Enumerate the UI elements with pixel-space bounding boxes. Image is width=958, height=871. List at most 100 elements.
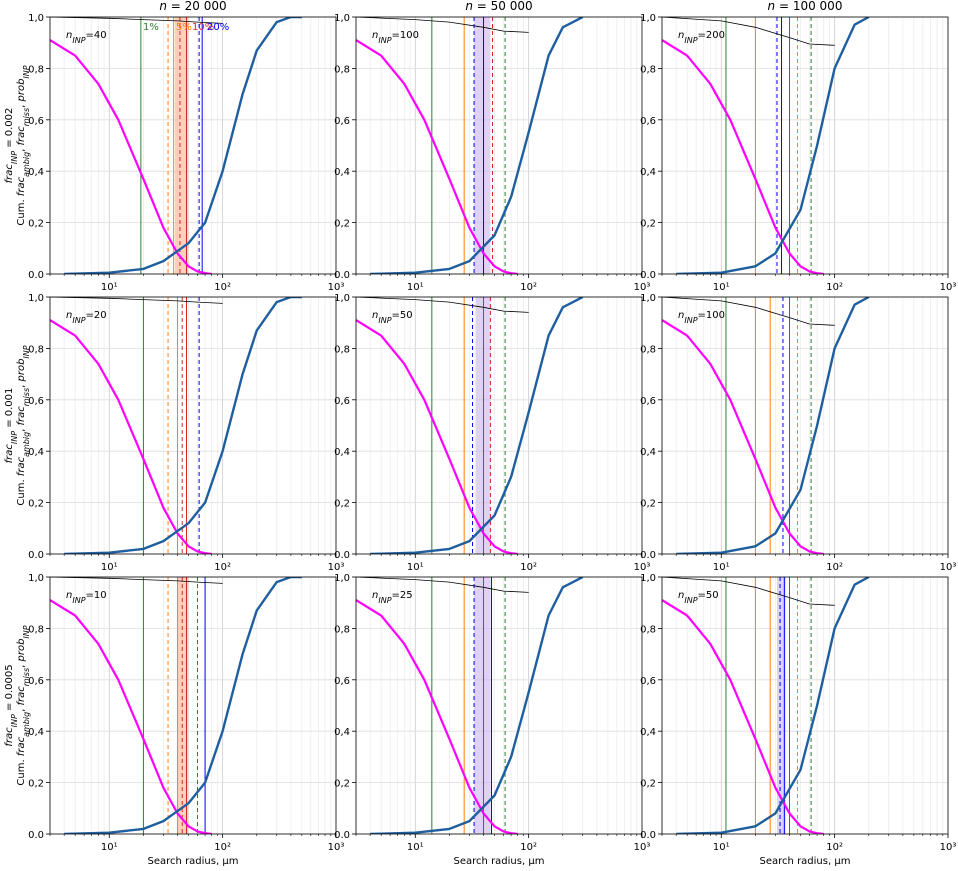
confidence-band bbox=[177, 577, 189, 834]
plot-area bbox=[50, 17, 336, 274]
series-frac-ambig bbox=[370, 577, 584, 834]
y-tick-label: 0,8 bbox=[28, 624, 44, 635]
y-tick-label: 0,4 bbox=[640, 167, 656, 178]
x-axis-label: Search radius, µm bbox=[454, 856, 545, 867]
series-frac-ambig bbox=[370, 297, 584, 554]
y-tick-label: 0.0 bbox=[28, 550, 44, 561]
axes-frame bbox=[49, 296, 337, 555]
series-prob-inp bbox=[50, 39, 212, 274]
y-tick-label: 0,4 bbox=[334, 447, 350, 458]
n-inp-annotation: nINP=25 bbox=[372, 590, 413, 605]
y-tick-label: 0,8 bbox=[28, 344, 44, 355]
y-tick-label: 1,0 bbox=[640, 573, 656, 584]
y-tick-label: 0,6 bbox=[640, 676, 656, 687]
x-tick-label: 10² bbox=[826, 282, 843, 293]
n-inp-annotation: nINP=200 bbox=[678, 30, 725, 45]
plot-area bbox=[662, 297, 948, 554]
subplot-r1c2: 10¹ 10² 10³ 0.0 0,2 0,4 0,6 0,8 1,0 nINP=100 bbox=[640, 293, 956, 573]
y-tick-label: 1,0 bbox=[334, 293, 350, 304]
n-inp-annotation: nINP=100 bbox=[372, 30, 419, 45]
x-tick-label: 10³ bbox=[634, 842, 651, 853]
y-tick-label: 0,8 bbox=[640, 624, 656, 635]
row-label: fracINP = 0.0005 bbox=[4, 664, 19, 746]
y-tick-label: 0,2 bbox=[28, 499, 44, 510]
y-tick-label: 0,6 bbox=[640, 116, 656, 127]
y-tick-label: 0,8 bbox=[640, 344, 656, 355]
n-inp-annotation: nINP=20 bbox=[66, 310, 107, 325]
n-inp-annotation: nINP=50 bbox=[678, 590, 719, 605]
y-tick-label: 1,0 bbox=[640, 13, 656, 24]
series-frac-miss bbox=[662, 297, 835, 326]
subplot-r0c0: 10¹ 10² 10³ 0.0 0,2 0,4 0,6 0,8 1,0 nINP=40 bbox=[28, 13, 344, 293]
axes-frame bbox=[661, 296, 949, 555]
subplot-r1c1: 10¹ 10² 10³ 0.0 0,2 0,4 0,6 0,8 1,0 nINP=50 bbox=[334, 293, 650, 573]
axes-frame bbox=[661, 576, 949, 835]
x-tick-label: 10¹ bbox=[713, 562, 730, 573]
x-tick-label: 10² bbox=[826, 842, 843, 853]
x-tick-label: 10³ bbox=[940, 282, 957, 293]
y-tick-label: 0,8 bbox=[334, 64, 350, 75]
y-axis-label: Cum. fracambig, fracmiss, probINP bbox=[16, 65, 31, 225]
axes-frame bbox=[355, 576, 643, 835]
series-frac-ambig bbox=[676, 297, 870, 554]
x-tick-label: 10³ bbox=[328, 842, 345, 853]
y-tick-label: 0,6 bbox=[28, 676, 44, 687]
x-tick-label: 10¹ bbox=[713, 842, 730, 853]
plot-area bbox=[50, 577, 336, 834]
plot-area bbox=[356, 17, 642, 274]
y-tick-label: 0,2 bbox=[334, 499, 350, 510]
confidence-band bbox=[475, 297, 491, 554]
x-tick-label: 10³ bbox=[634, 282, 651, 293]
plot-area bbox=[50, 297, 336, 554]
series-frac-ambig bbox=[676, 577, 870, 834]
x-tick-label: 10¹ bbox=[101, 842, 118, 853]
y-tick-label: 1,0 bbox=[334, 573, 350, 584]
x-tick-label: 10² bbox=[520, 842, 537, 853]
y-tick-label: 0,2 bbox=[640, 499, 656, 510]
percent-label-20pct: 20% bbox=[207, 22, 229, 33]
y-tick-label: 0,8 bbox=[334, 344, 350, 355]
series-prob-inp bbox=[356, 319, 518, 554]
subplot-r2c0: 10¹ 10² 10³ 0.0 0,2 0,4 0,6 0,8 1,0 nINP=10 Search… bbox=[28, 573, 344, 867]
column-title: n = 20 000 bbox=[159, 0, 226, 13]
y-tick-label: 1,0 bbox=[28, 13, 44, 24]
y-tick-label: 0,4 bbox=[28, 447, 44, 458]
y-tick-label: 0,4 bbox=[640, 447, 656, 458]
series-prob-inp bbox=[50, 599, 212, 834]
column-title: n = 100 000 bbox=[768, 0, 843, 13]
x-tick-label: 10¹ bbox=[101, 562, 118, 573]
series-frac-ambig bbox=[676, 17, 870, 274]
y-tick-label: 1,0 bbox=[28, 573, 44, 584]
subplot-r0c2: 10¹ 10² 10³ 0.0 0,2 0,4 0,6 0,8 1,0 nINP=200 bbox=[640, 13, 956, 293]
series-frac-ambig bbox=[370, 17, 584, 274]
series-frac-miss bbox=[662, 17, 835, 46]
axes-frame bbox=[355, 16, 643, 275]
y-tick-label: 0.0 bbox=[28, 270, 44, 281]
plot-area bbox=[662, 577, 948, 834]
series-frac-miss bbox=[356, 297, 529, 313]
x-tick-label: 10¹ bbox=[101, 282, 118, 293]
y-tick-label: 0,6 bbox=[334, 396, 350, 407]
x-tick-label: 10¹ bbox=[407, 842, 424, 853]
subplot-r2c2: 10¹ 10² 10³ 0.0 0,2 0,4 0,6 0,8 1,0 nINP=50 Search… bbox=[640, 573, 956, 867]
y-tick-label: 0.0 bbox=[334, 830, 350, 841]
series-prob-inp bbox=[50, 319, 212, 554]
x-tick-label: 10¹ bbox=[407, 562, 424, 573]
y-tick-label: 0,6 bbox=[28, 396, 44, 407]
y-tick-label: 0,2 bbox=[640, 779, 656, 790]
y-tick-label: 0,6 bbox=[334, 116, 350, 127]
x-tick-label: 10² bbox=[214, 562, 231, 573]
axes-frame bbox=[355, 296, 643, 555]
series-frac-miss bbox=[50, 297, 223, 304]
percent-label-10pct: 10% bbox=[192, 22, 214, 33]
series-frac-ambig bbox=[64, 577, 302, 834]
y-tick-label: 0,8 bbox=[28, 64, 44, 75]
y-tick-label: 0.0 bbox=[640, 270, 656, 281]
plot-area bbox=[662, 17, 948, 274]
y-tick-label: 0.0 bbox=[28, 830, 44, 841]
x-tick-label: 10² bbox=[214, 842, 231, 853]
series-frac-miss bbox=[356, 17, 529, 33]
series-prob-inp bbox=[662, 39, 824, 274]
